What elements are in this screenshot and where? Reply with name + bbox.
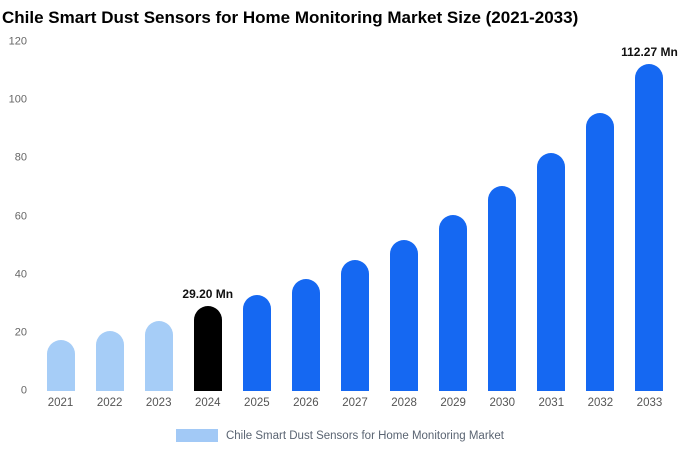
bar-column-2026	[281, 42, 330, 391]
bar-2023[interactable]	[144, 321, 173, 391]
x-axis-label-2031: 2031	[538, 397, 565, 409]
bar-2031[interactable]	[537, 152, 566, 391]
x-axis-label-2029: 2029	[440, 397, 466, 409]
bar-column-2031	[527, 42, 576, 391]
legend-swatch	[175, 429, 218, 442]
x-axis-label-2032: 2032	[587, 397, 614, 409]
y-tick-label: 0	[20, 384, 27, 397]
x-axis-label-2033: 2033	[636, 397, 663, 409]
bar-2024[interactable]	[193, 306, 222, 391]
y-tick-label: 60	[14, 210, 27, 222]
x-axis-label-2030: 2030	[489, 397, 516, 409]
bar-2027[interactable]	[341, 260, 369, 391]
legend-label: Chile Smart Dust Sensors for Home Monito…	[225, 429, 504, 442]
bar-2022[interactable]	[95, 331, 124, 391]
plot-area: 29.20 Mn 112.27 Mn	[36, 42, 678, 391]
x-axis-label-2021: 2021	[47, 397, 74, 409]
x-axis-labels: 2021 2022 2023 2024 2025 2026 2027 2028 2029 2030…	[36, 397, 674, 409]
bar-column-2022	[85, 42, 134, 391]
bar-value-label: 112.27 Mn	[621, 45, 678, 60]
bar-2029[interactable]	[439, 215, 468, 391]
bar-2025[interactable]	[242, 295, 271, 391]
x-axis-label-2026: 2026	[293, 397, 319, 409]
bar-column-2023	[134, 42, 183, 391]
y-tick-label: 20	[14, 326, 27, 339]
bar-column-2032	[576, 42, 625, 391]
bar-column-2029	[429, 42, 478, 391]
y-tick-label: 80	[14, 151, 27, 164]
bar-2028[interactable]	[390, 239, 419, 391]
bar-column-2030	[478, 42, 527, 391]
y-axis: 0 20 40 60 80 100 120	[0, 36, 32, 396]
bar-column-2025	[232, 42, 281, 391]
bar-2030[interactable]	[488, 185, 517, 391]
bar-column-2027	[330, 42, 379, 391]
x-axis-label-2022: 2022	[96, 397, 123, 409]
x-axis-label-2025: 2025	[244, 397, 270, 409]
bar-2021[interactable]	[46, 340, 75, 391]
bar-value-label: 29.20 Mn	[182, 287, 234, 302]
x-axis-label-2023: 2023	[145, 397, 172, 409]
y-tick-label: 100	[8, 93, 27, 106]
legend: Chile Smart Dust Sensors for Home Monito…	[0, 429, 680, 442]
y-tick-label: 40	[14, 268, 27, 281]
bar-column-2028	[380, 42, 429, 391]
bar-2026[interactable]	[291, 279, 320, 391]
x-axis-label-2028: 2028	[391, 397, 417, 409]
bars: 29.20 Mn 112.27 Mn	[36, 42, 678, 391]
x-axis-label-2027: 2027	[342, 397, 368, 409]
y-tick-label: 120	[8, 35, 27, 48]
bar-column-2021	[36, 42, 85, 391]
x-axis-label-2024: 2024	[194, 397, 221, 409]
chart-title: Chile Smart Dust Sensors for Home Monito…	[2, 8, 579, 27]
bar-column-2024: 29.20 Mn	[182, 42, 234, 391]
bar-2033[interactable]	[635, 64, 664, 391]
bar-2032[interactable]	[586, 113, 615, 391]
bar-column-2033: 112.27 Mn	[621, 42, 678, 391]
